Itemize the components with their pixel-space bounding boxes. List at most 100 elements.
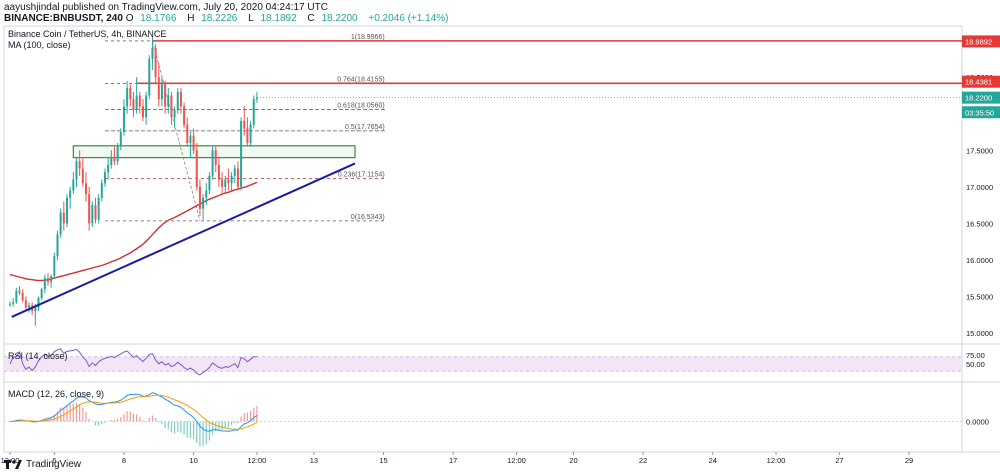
candle-body <box>107 164 110 173</box>
rsi-axis-label: 50.00 <box>966 360 985 369</box>
candle-body <box>62 212 65 224</box>
price-badge <box>962 75 1000 88</box>
fib-level-label: 1(18.9966) <box>351 34 385 41</box>
candle-body <box>173 110 176 118</box>
candle-body <box>255 97 258 100</box>
fib-connector-line <box>152 40 201 221</box>
rsi-axis-label: 75.00 <box>966 351 985 360</box>
y-tick-label: 17.5000 <box>966 146 993 155</box>
price-badge <box>962 106 1000 119</box>
candle-body <box>160 84 163 100</box>
candle-body <box>141 106 144 118</box>
low-label: L 18.1892 <box>248 13 297 24</box>
ohlc-line: BINANCE:BNBUSDT, 240 O 18.1766 H 18.2226… <box>4 13 452 24</box>
candle-body <box>132 99 135 111</box>
candle-body <box>233 168 236 176</box>
candle-body <box>138 95 141 107</box>
candle-body <box>46 278 49 282</box>
candle-body <box>9 303 11 305</box>
candle-body <box>135 95 138 111</box>
candle-body <box>148 58 151 96</box>
candle-body <box>176 91 179 111</box>
candle-body <box>100 183 103 198</box>
close-label: C 18.2200 <box>307 13 358 24</box>
candle-body <box>164 84 167 107</box>
candle-body <box>236 168 239 187</box>
open-label: O 18.1766 <box>125 13 177 24</box>
candle-body <box>246 128 249 143</box>
y-tick-label: 16.5000 <box>966 219 993 228</box>
macd-label: MACD (12, 26, close, 9) <box>8 389 105 399</box>
support-zone-box <box>72 145 356 159</box>
price-badge-label: 18.9892 <box>965 37 992 46</box>
x-tick-label: 24 <box>709 456 717 465</box>
candle-body <box>24 300 27 308</box>
candle-body <box>145 95 148 118</box>
candle-body <box>195 150 198 187</box>
candle-body <box>75 161 78 180</box>
candle-body <box>27 305 30 308</box>
fib-level-label: 0.764(18.4155) <box>337 76 384 83</box>
x-tick-label: 20 <box>569 456 577 465</box>
candle-body <box>227 179 230 184</box>
candle-body <box>208 175 211 191</box>
ma100-line <box>9 181 258 282</box>
candle-body <box>189 135 192 143</box>
y-tick-label: 17.0000 <box>966 183 993 192</box>
x-tick-label: 13 <box>310 456 318 465</box>
candle-body <box>88 194 91 224</box>
price-badge <box>962 91 1000 104</box>
footer: TradingView <box>4 458 81 470</box>
candle-body <box>40 289 43 298</box>
candle-body <box>34 307 37 312</box>
candle-body <box>43 278 46 290</box>
candle-body <box>192 135 195 151</box>
y-tick-label: 15.5000 <box>966 292 993 301</box>
candle-body <box>170 95 173 118</box>
macd-axis-label: 0.0000 <box>966 417 989 426</box>
candle-body <box>240 121 243 187</box>
candle-body <box>59 212 62 235</box>
fib-level-label: 0.236(17.1154) <box>338 171 385 178</box>
candle-body <box>12 302 15 304</box>
candle-body <box>15 290 18 303</box>
candle-body <box>205 190 208 198</box>
x-tick-label: 10 <box>189 456 197 465</box>
candle-body <box>186 124 189 143</box>
candle-body <box>78 161 81 169</box>
price-badge-label: 18.2200 <box>965 94 992 103</box>
fib-level-label: 0.5(17.7654) <box>345 124 385 131</box>
x-tick-label: 27 <box>835 456 843 465</box>
candle-body <box>56 234 59 257</box>
rsi-line <box>9 348 257 376</box>
publisher-line: aayushjindal published on TradingView.co… <box>4 2 328 13</box>
candle-body <box>72 179 75 191</box>
candle-body <box>69 190 72 198</box>
high-label: H 18.2226 <box>187 13 238 24</box>
price-badge-label: 03:35:50 <box>965 108 994 117</box>
change-text: +0.2046 (+1.14%) <box>368 13 449 24</box>
candle-body <box>97 197 100 220</box>
candle-body <box>94 205 97 220</box>
candle-body <box>65 197 68 224</box>
x-tick-label: 17 <box>449 456 457 465</box>
candle-body <box>151 47 154 59</box>
rsi-label: RSI (14, close) <box>8 351 68 361</box>
candle-body <box>217 164 220 180</box>
price-badge-label: 18.4381 <box>965 78 992 87</box>
candle-body <box>157 77 160 100</box>
publisher-text: aayushjindal published on TradingView.co… <box>4 2 328 13</box>
price-badge <box>962 35 1000 48</box>
candle-body <box>53 256 56 277</box>
candle-body <box>243 121 246 129</box>
candle-body <box>119 132 122 147</box>
candle-body <box>249 124 252 143</box>
candle-body <box>116 146 119 162</box>
candle-body <box>37 297 40 308</box>
candle-body <box>214 150 217 165</box>
x-tick-label: 6 <box>52 456 56 465</box>
candle-body <box>110 157 113 165</box>
candle-body <box>198 186 201 209</box>
trendline <box>11 162 356 318</box>
